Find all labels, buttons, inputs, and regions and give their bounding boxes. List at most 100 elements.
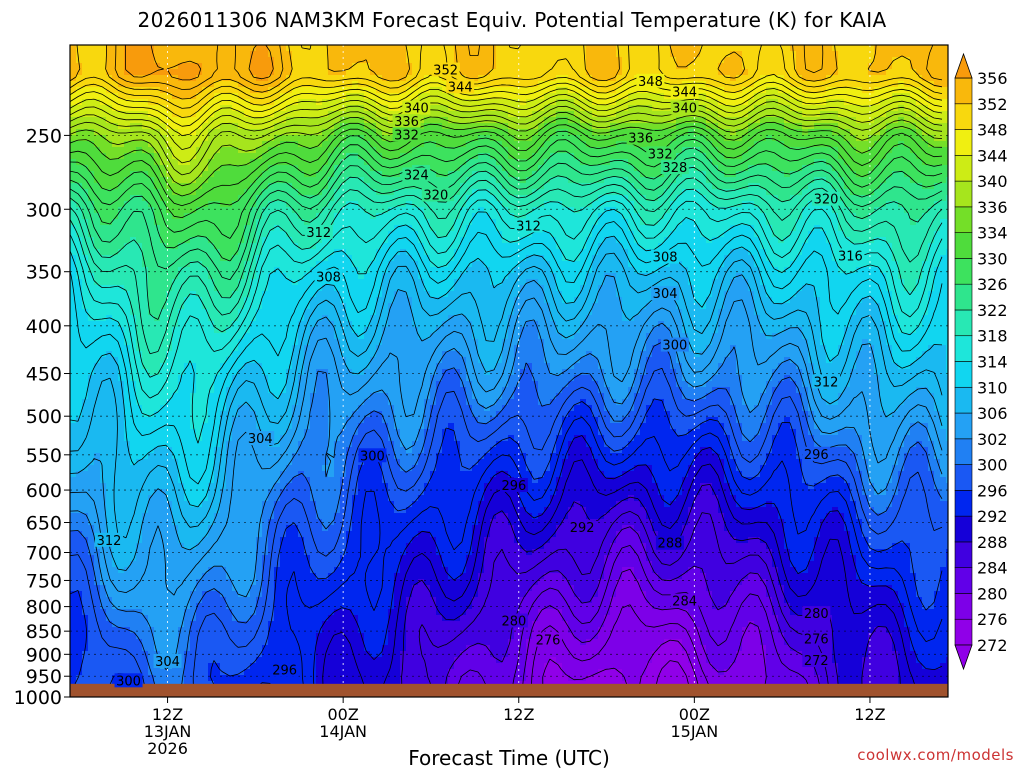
x-tick-label: 00Z xyxy=(679,705,710,724)
contour-line xyxy=(70,221,943,485)
contour-label: 280 xyxy=(501,615,526,630)
colorbar-level-label: 306 xyxy=(977,404,1008,423)
contour-label: 312 xyxy=(814,375,839,390)
contour-label-bg xyxy=(670,84,699,99)
contour-line xyxy=(70,124,943,207)
contour-line xyxy=(70,45,943,100)
x-tick-label: 15JAN xyxy=(670,722,718,741)
contour-label: 296 xyxy=(501,479,526,494)
colorbar-swatch xyxy=(954,386,973,414)
contour-label: 348 xyxy=(638,75,663,90)
contour-label: 308 xyxy=(653,251,678,266)
contour-label-bg xyxy=(402,167,431,182)
contour-label: 340 xyxy=(672,102,697,117)
contour-line xyxy=(70,199,943,399)
y-tick-label: 700 xyxy=(26,543,62,565)
contour-label-bg xyxy=(636,73,665,88)
contour-label: 272 xyxy=(804,654,829,669)
contour-line xyxy=(70,188,943,378)
surface-terrain xyxy=(70,683,948,697)
colorbar-level-label: 302 xyxy=(977,430,1008,449)
source-credit[interactable]: coolwx.com/models xyxy=(857,746,1014,764)
colorbar-level-label: 356 xyxy=(977,69,1008,88)
contour-label: 320 xyxy=(423,189,448,204)
contour-label: 332 xyxy=(648,147,673,162)
contour-label: 276 xyxy=(804,633,829,648)
contour-line xyxy=(70,111,943,187)
contour-label: 308 xyxy=(316,270,341,285)
colorbar-swatch xyxy=(954,412,973,440)
y-tick-label: 350 xyxy=(26,262,62,284)
contour-label: 344 xyxy=(672,86,697,101)
colorbar-swatch xyxy=(954,541,973,568)
contour-line xyxy=(70,209,943,444)
contour-line xyxy=(70,297,943,596)
contour-line xyxy=(70,177,943,355)
contour-label-bg xyxy=(660,160,689,175)
colorbar-swatch xyxy=(954,490,973,517)
colorbar-level-label: 276 xyxy=(977,610,1008,629)
contour-label-bg xyxy=(802,631,831,646)
contour-line xyxy=(455,545,812,694)
contour-line xyxy=(70,45,943,109)
x-tick-label: 12Z xyxy=(152,705,183,724)
contour-label: 280 xyxy=(804,607,829,622)
colorbar-swatch xyxy=(954,155,973,182)
colorbar-level-label: 288 xyxy=(977,533,1008,552)
contour-label: 284 xyxy=(672,595,697,610)
y-tick-label: 1000 xyxy=(14,687,62,709)
chart-title: 2026011306 NAM3KM Forecast Equiv. Potent… xyxy=(137,8,887,32)
contour-label-bg xyxy=(670,100,699,115)
contour-label: 296 xyxy=(804,448,829,463)
contour-label-bg xyxy=(534,632,563,647)
y-tick-label: 250 xyxy=(26,125,62,147)
contour-line xyxy=(70,81,943,127)
contour-line xyxy=(114,45,943,90)
colorbar-swatch xyxy=(954,464,973,491)
colorbar-level-label: 330 xyxy=(977,249,1008,268)
colorbar-level-label: 344 xyxy=(977,146,1008,165)
contour-label: 288 xyxy=(658,537,683,552)
colorbar-level-label: 310 xyxy=(977,378,1008,397)
contour-label: 304 xyxy=(653,287,678,302)
contour-label-bg xyxy=(568,520,597,535)
contour-label-bg xyxy=(392,114,421,129)
colorbar-swatch xyxy=(954,567,973,594)
contour-label-bg xyxy=(646,146,675,161)
contour-label: 312 xyxy=(306,226,331,241)
colorbar-level-label: 296 xyxy=(977,481,1008,500)
contour-label-bg xyxy=(314,269,343,284)
contour-line xyxy=(70,147,943,262)
colorbar-swatch xyxy=(954,206,973,233)
colorbar-level-label: 280 xyxy=(977,584,1008,603)
contour-label: 276 xyxy=(536,634,561,649)
y-tick-label: 800 xyxy=(26,597,62,619)
contour-label: 316 xyxy=(838,249,863,264)
contour-label: 304 xyxy=(248,432,273,447)
contour-label-bg xyxy=(402,100,431,115)
contour-label: 304 xyxy=(155,655,180,670)
contour-label-bg xyxy=(651,249,680,264)
colorbar-level-label: 272 xyxy=(977,636,1008,655)
colorbar-level-label: 336 xyxy=(977,198,1008,217)
contour-label-bg xyxy=(836,248,865,263)
colorbar-level-label: 314 xyxy=(977,353,1008,372)
contour-label: 300 xyxy=(662,339,687,354)
x-tick-label: 2026 xyxy=(147,739,188,758)
x-tick-label: 14JAN xyxy=(319,722,367,741)
contour-line xyxy=(70,99,943,164)
contour-line xyxy=(70,130,943,218)
contour-line xyxy=(418,510,830,694)
contour-line xyxy=(401,484,901,694)
contour-line xyxy=(70,341,943,694)
colorbar-swatch xyxy=(954,515,973,543)
x-tick-label: 13JAN xyxy=(144,722,192,741)
contour-label-bg xyxy=(802,653,831,668)
y-tick-label: 650 xyxy=(26,512,62,534)
colorbar-min-arrow xyxy=(954,644,973,671)
x-tick-label: 12Z xyxy=(503,705,534,724)
contour-label-bg xyxy=(626,130,655,145)
contour-line xyxy=(70,94,943,150)
contour-label-bg xyxy=(95,532,124,547)
